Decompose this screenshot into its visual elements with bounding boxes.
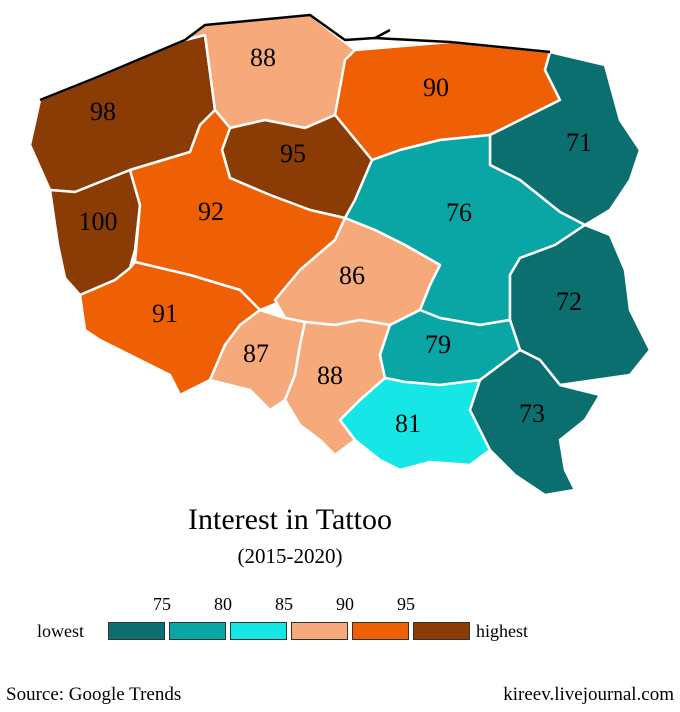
value-label-kuyavian-pomeranian: 95 (280, 139, 306, 168)
value-label-greater-poland: 92 (198, 197, 224, 226)
value-label-lodz: 86 (339, 261, 365, 290)
poland-choropleth-map: 98 88 90 71 95 100 92 76 86 72 91 87 88 79 81 73 (28, 13, 652, 497)
value-label-lubusz: 100 (79, 207, 118, 236)
map-title: Interest in Tattoo (188, 503, 392, 536)
value-label-lower-silesian: 91 (152, 299, 178, 328)
legend-swatch-6 (413, 622, 470, 640)
region-lesser-poland (338, 376, 492, 472)
value-label-silesian: 88 (317, 361, 343, 390)
value-label-lesser-poland: 81 (395, 409, 421, 438)
credit-note: kireev.livejournal.com (503, 684, 674, 705)
region-subcarpathian (468, 348, 602, 497)
legend: lowest 75 80 85 90 95 highest (0, 594, 680, 644)
legend-tick-85: 85 (275, 594, 293, 614)
value-label-podlaskie: 71 (566, 128, 592, 157)
value-label-masovian: 76 (446, 198, 472, 227)
region-value-labels: 98 88 90 71 95 100 92 76 86 72 91 87 88 79 81 73 (79, 43, 593, 438)
value-label-pomeranian: 88 (250, 43, 276, 72)
value-label-subcarpathian: 73 (519, 399, 545, 428)
legend-swatch-5 (352, 622, 409, 640)
legend-tick-75: 75 (153, 594, 171, 614)
baltic-coastline (39, 13, 551, 102)
legend-lowest-label: lowest (37, 621, 84, 641)
value-label-warmian-masurian: 90 (423, 73, 449, 102)
legend-swatch-1 (108, 622, 165, 640)
legend-tick-80: 80 (214, 594, 232, 614)
legend-highest-label: highest (476, 621, 528, 641)
value-label-west-pomeranian: 98 (90, 97, 116, 126)
map-subtitle: (2015-2020) (237, 544, 343, 568)
source-note: Source: Google Trends (6, 684, 182, 705)
legend-swatch-3 (230, 622, 287, 640)
legend-swatch-2 (169, 622, 226, 640)
region-lublin (508, 223, 652, 387)
legend-swatch-4 (291, 622, 348, 640)
value-label-swietokrzyskie: 79 (425, 330, 451, 359)
value-label-lublin: 72 (556, 287, 582, 316)
legend-tick-95: 95 (397, 594, 415, 614)
value-label-opole: 87 (243, 339, 269, 368)
legend-tick-90: 90 (336, 594, 354, 614)
